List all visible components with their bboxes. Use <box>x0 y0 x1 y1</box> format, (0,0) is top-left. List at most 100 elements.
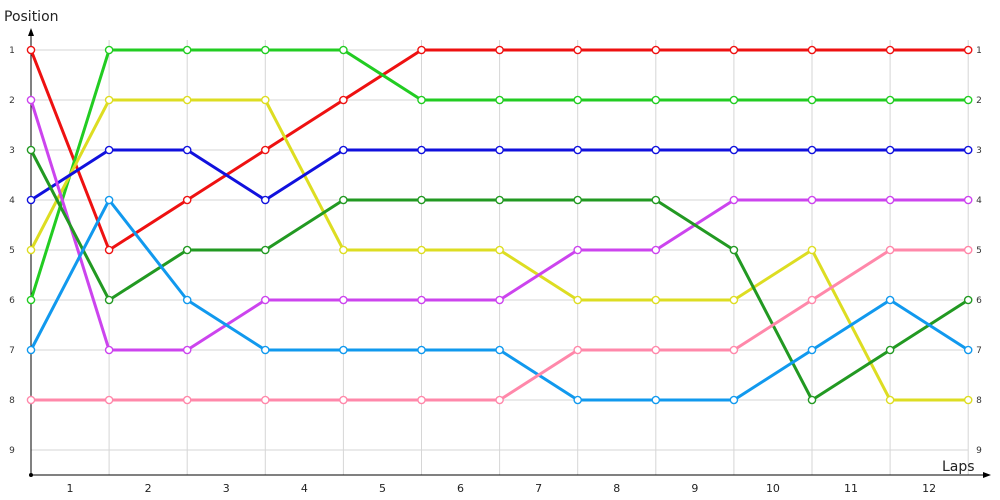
x-axis-title: Laps <box>942 459 975 475</box>
data-point <box>729 395 739 405</box>
data-point <box>182 145 192 155</box>
data-point <box>729 145 739 155</box>
data-point <box>807 295 817 305</box>
data-point <box>182 45 192 55</box>
data-point <box>104 245 114 255</box>
data-point <box>963 245 973 255</box>
tick-labels: 1 12 23 34 45 56 67 78 89 91 2 3 4 5 6 7 8 9 10 11 12 <box>9 46 982 495</box>
data-point <box>417 395 426 405</box>
data-point <box>339 145 348 155</box>
y-tick-label-left: 7 <box>9 346 15 356</box>
data-point <box>807 45 817 55</box>
data-point <box>807 345 817 355</box>
data-point <box>339 345 348 355</box>
data-point <box>339 395 348 405</box>
data-point <box>807 395 817 405</box>
data-point <box>963 45 973 55</box>
data-point <box>885 395 895 405</box>
data-point <box>182 195 192 205</box>
data-point <box>651 345 661 355</box>
y-tick-label-right: 2 <box>976 96 982 106</box>
y-tick-label-right: 4 <box>976 196 982 206</box>
data-point <box>651 395 661 405</box>
data-point <box>573 95 583 105</box>
data-point <box>260 45 270 55</box>
data-point <box>260 245 270 255</box>
data-point <box>495 145 504 155</box>
data-point <box>260 295 270 305</box>
data-point <box>104 395 114 405</box>
data-point <box>495 295 504 305</box>
data-point <box>182 245 192 255</box>
data-point <box>885 145 895 155</box>
data-point <box>339 45 348 55</box>
y-tick-label-left: 2 <box>9 96 15 106</box>
data-point <box>729 45 739 55</box>
y-tick-label-right: 8 <box>976 396 982 406</box>
data-point <box>573 295 583 305</box>
y-axis-title: Position <box>4 9 59 25</box>
data-point <box>182 295 192 305</box>
data-point <box>104 45 114 55</box>
data-point <box>26 145 36 155</box>
data-point <box>182 95 192 105</box>
grid <box>30 40 969 475</box>
data-point <box>26 195 36 205</box>
data-point <box>807 95 817 105</box>
x-tick-label: 12 <box>922 482 936 495</box>
x-tick-label: 2 <box>145 482 152 495</box>
axes <box>28 28 991 478</box>
data-point <box>729 295 739 305</box>
data-point <box>339 195 348 205</box>
data-point <box>104 345 114 355</box>
y-tick-label-right: 3 <box>976 146 982 156</box>
data-point <box>651 145 661 155</box>
y-tick-label-right: 5 <box>976 246 982 256</box>
y-axis-arrow <box>28 28 34 36</box>
data-point <box>260 395 270 405</box>
data-point <box>651 95 661 105</box>
data-point <box>260 145 270 155</box>
data-point <box>807 245 817 255</box>
data-point <box>573 195 583 205</box>
data-point <box>26 295 36 305</box>
data-point <box>26 245 36 255</box>
y-tick-label-right: 6 <box>976 296 982 306</box>
data-point <box>339 245 348 255</box>
x-tick-label: 7 <box>535 482 542 495</box>
x-tick-label: 8 <box>613 482 620 495</box>
data-point <box>573 45 583 55</box>
data-point <box>104 295 114 305</box>
data-point <box>963 195 973 205</box>
series-points <box>26 45 973 405</box>
data-point <box>417 295 426 305</box>
data-point <box>729 345 739 355</box>
data-point <box>495 195 504 205</box>
data-point <box>417 95 426 105</box>
data-point <box>963 295 973 305</box>
x-tick-label: 1 <box>67 482 74 495</box>
x-axis-arrow <box>983 472 991 478</box>
data-point <box>885 195 895 205</box>
data-point <box>573 245 583 255</box>
data-point <box>963 145 973 155</box>
x-tick-label: 11 <box>844 482 858 495</box>
x-tick-label: 6 <box>457 482 464 495</box>
y-tick-label-right: 1 <box>976 46 982 56</box>
data-point <box>417 145 426 155</box>
data-point <box>104 145 114 155</box>
data-point <box>885 295 895 305</box>
data-point <box>495 395 504 405</box>
data-point <box>26 95 36 105</box>
data-point <box>651 45 661 55</box>
data-point <box>182 345 192 355</box>
data-point <box>417 195 426 205</box>
data-point <box>885 345 895 355</box>
data-point <box>495 245 504 255</box>
y-tick-label-right: 7 <box>976 346 982 356</box>
y-tick-label-left: 9 <box>9 446 15 456</box>
data-point <box>417 245 426 255</box>
y-tick-label-left: 3 <box>9 146 15 156</box>
data-point <box>417 45 426 55</box>
